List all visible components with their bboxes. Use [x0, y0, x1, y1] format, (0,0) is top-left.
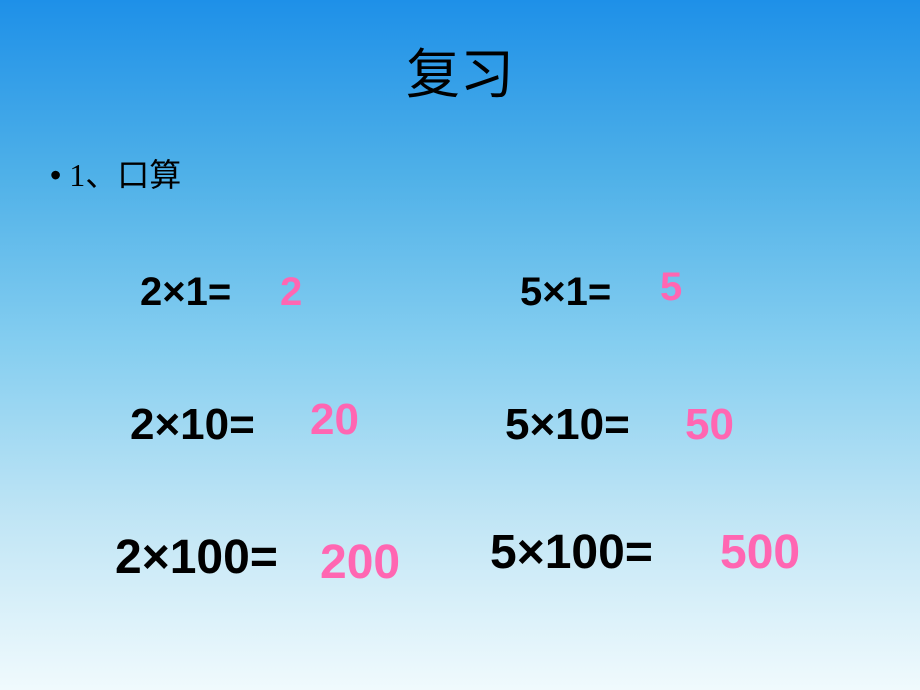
answer-r3c2: 500 — [720, 525, 800, 580]
answer-r1c1: 2 — [280, 270, 302, 315]
section-heading: •1、口算 — [50, 150, 181, 196]
answer-r3c1: 200 — [320, 535, 400, 590]
equation-r1c2: 5×1= — [520, 270, 611, 315]
answer-r2c2: 50 — [685, 400, 734, 450]
equation-r2c2: 5×10= — [505, 400, 630, 450]
slide-title: 复习 — [0, 30, 920, 109]
answer-r2c1: 20 — [310, 395, 359, 445]
section-heading-text: 1、口算 — [69, 157, 181, 193]
equation-r2c1: 2×10= — [130, 400, 255, 450]
equation-r1c1: 2×1= — [140, 270, 231, 315]
equation-r3c1: 2×100= — [115, 530, 278, 585]
equation-r3c2: 5×100= — [490, 525, 653, 580]
bullet-icon: • — [50, 157, 61, 193]
answer-r1c2: 5 — [660, 265, 682, 310]
